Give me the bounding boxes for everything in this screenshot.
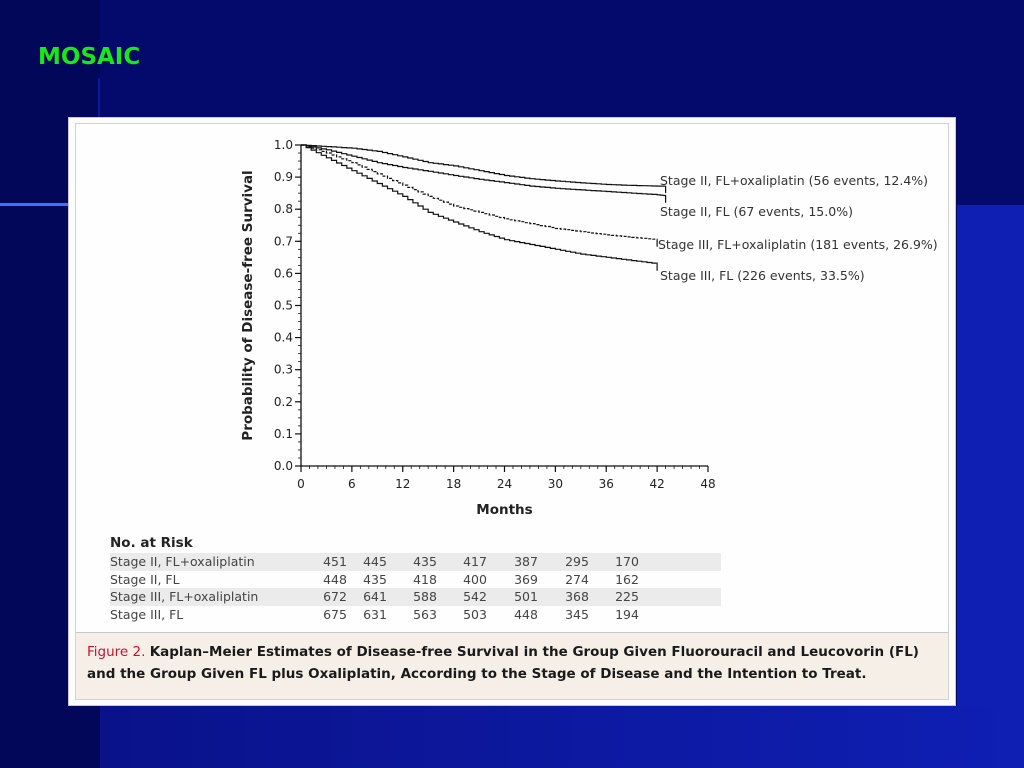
risk-value-cell: 448 xyxy=(323,571,347,587)
risk-value-cell: 170 xyxy=(615,554,639,569)
risk-value-cell: 345 xyxy=(565,606,589,622)
x-axis-label: Months xyxy=(476,502,532,518)
risk-value-cell: 631 xyxy=(363,606,387,622)
x-tick-label: 42 xyxy=(649,477,664,491)
risk-row-label: Stage III, FL xyxy=(110,606,184,622)
x-tick-label: 48 xyxy=(700,477,715,491)
risk-value-cell: 501 xyxy=(514,589,538,604)
risk-value-cell: 400 xyxy=(463,571,487,587)
slide-background-right xyxy=(957,205,1024,768)
risk-value-cell: 641 xyxy=(363,589,387,604)
slide-background-bottom xyxy=(100,706,1024,768)
risk-value-cell: 588 xyxy=(413,589,437,604)
x-tick-label: 0 xyxy=(297,477,305,491)
y-tick-label: 0.8 xyxy=(274,202,293,216)
y-tick-label: 0.7 xyxy=(274,234,293,248)
survival-curve-3 xyxy=(301,144,658,264)
y-tick-label: 1.0 xyxy=(274,138,293,152)
risk-value-cell: 445 xyxy=(363,554,387,569)
km-chart: 0.0 0.1 0.2 0.3 0.4 0.5 0.6 0.7 0.8 0.9 1.0 0 6 12 18 2… xyxy=(240,138,938,518)
risk-value-cell: 448 xyxy=(514,606,538,622)
risk-value-cell: 563 xyxy=(413,606,437,622)
risk-value-cell: 225 xyxy=(615,589,639,604)
risk-table: No. at Risk Stage II, FL+oxaliplatin 451 4… xyxy=(110,533,721,623)
risk-value-cell: 417 xyxy=(463,554,487,569)
x-tick-label: 12 xyxy=(395,477,410,491)
risk-value-cell: 194 xyxy=(615,606,639,622)
risk-table-row: Stage III, FL+oxaliplatin 672 641 588 542 501… xyxy=(110,588,721,606)
risk-value-cell: 503 xyxy=(463,606,487,622)
risk-value-cell: 435 xyxy=(413,554,437,569)
y-tick-label: 0.6 xyxy=(274,266,293,280)
risk-value-cell: 675 xyxy=(323,606,347,622)
y-tick-label: 0.2 xyxy=(274,395,293,409)
x-tick-label: 36 xyxy=(599,477,614,491)
survival-curve-1 xyxy=(301,144,667,197)
figure-caption: Figure 2. Kaplan–Meier Estimates of Dise… xyxy=(76,632,948,699)
y-axis-label: Probability of Disease-free Survival xyxy=(240,170,256,440)
risk-value-cell: 418 xyxy=(413,571,437,587)
x-tick-label: 6 xyxy=(348,477,356,491)
survival-curve-0 xyxy=(301,144,666,187)
risk-value-cell: 368 xyxy=(565,589,589,604)
risk-table-title: No. at Risk xyxy=(110,535,193,551)
figure-frame: 0.0 0.1 0.2 0.3 0.4 0.5 0.6 0.7 0.8 0.9 1.0 0 6 12 18 2… xyxy=(75,123,949,700)
y-tick-label: 0.5 xyxy=(274,299,293,313)
survival-curve-2 xyxy=(301,144,658,240)
curve-label: Stage II, FL (67 events, 15.0%) xyxy=(660,204,853,219)
caption-text: Kaplan–Meier Estimates of Disease-free S… xyxy=(87,644,919,682)
x-tick-label: 18 xyxy=(446,477,461,491)
risk-row-label: Stage II, FL xyxy=(110,571,180,587)
risk-value-cell: 274 xyxy=(565,571,589,587)
caption-label: Figure 2. xyxy=(87,644,146,660)
risk-table-row: Stage II, FL+oxaliplatin 451 445 435 417 387 2… xyxy=(110,553,721,571)
y-tick-label: 0.9 xyxy=(274,170,293,184)
risk-value-cell: 542 xyxy=(463,589,487,604)
risk-row-label: Stage II, FL+oxaliplatin xyxy=(110,554,255,569)
slide-title: MOSAIC xyxy=(38,44,141,70)
risk-value-cell: 162 xyxy=(615,571,639,587)
curve-label: Stage III, FL+oxaliplatin (181 events, 2… xyxy=(658,237,938,252)
risk-row-label: Stage III, FL+oxaliplatin xyxy=(110,589,259,604)
y-tick-label: 0.4 xyxy=(274,331,293,345)
risk-value-cell: 451 xyxy=(323,554,347,569)
y-tick-label: 0.1 xyxy=(274,427,293,441)
risk-value-cell: 387 xyxy=(514,554,538,569)
curve-label: Stage III, FL (226 events, 33.5%) xyxy=(660,268,865,283)
risk-value-cell: 435 xyxy=(363,571,387,587)
x-tick-label: 24 xyxy=(497,477,512,491)
x-tick-label: 30 xyxy=(548,477,563,491)
slide-accent-vline xyxy=(98,78,100,118)
curve-label: Stage II, FL+oxaliplatin (56 events, 12.… xyxy=(660,173,928,188)
y-tick-label: 0.3 xyxy=(274,363,293,377)
slide-accent-line xyxy=(0,203,70,206)
risk-value-cell: 369 xyxy=(514,571,538,587)
risk-value-cell: 295 xyxy=(565,554,589,569)
risk-table-row: Stage II, FL 448 435 418 400 369 274 162 xyxy=(110,571,721,589)
figure-panel: 0.0 0.1 0.2 0.3 0.4 0.5 0.6 0.7 0.8 0.9 1.0 0 6 12 18 2… xyxy=(68,117,956,706)
y-tick-label: 0.0 xyxy=(274,459,293,473)
risk-value-cell: 672 xyxy=(323,589,347,604)
risk-table-row: Stage III, FL 675 631 563 503 448 345 194 xyxy=(110,606,721,624)
